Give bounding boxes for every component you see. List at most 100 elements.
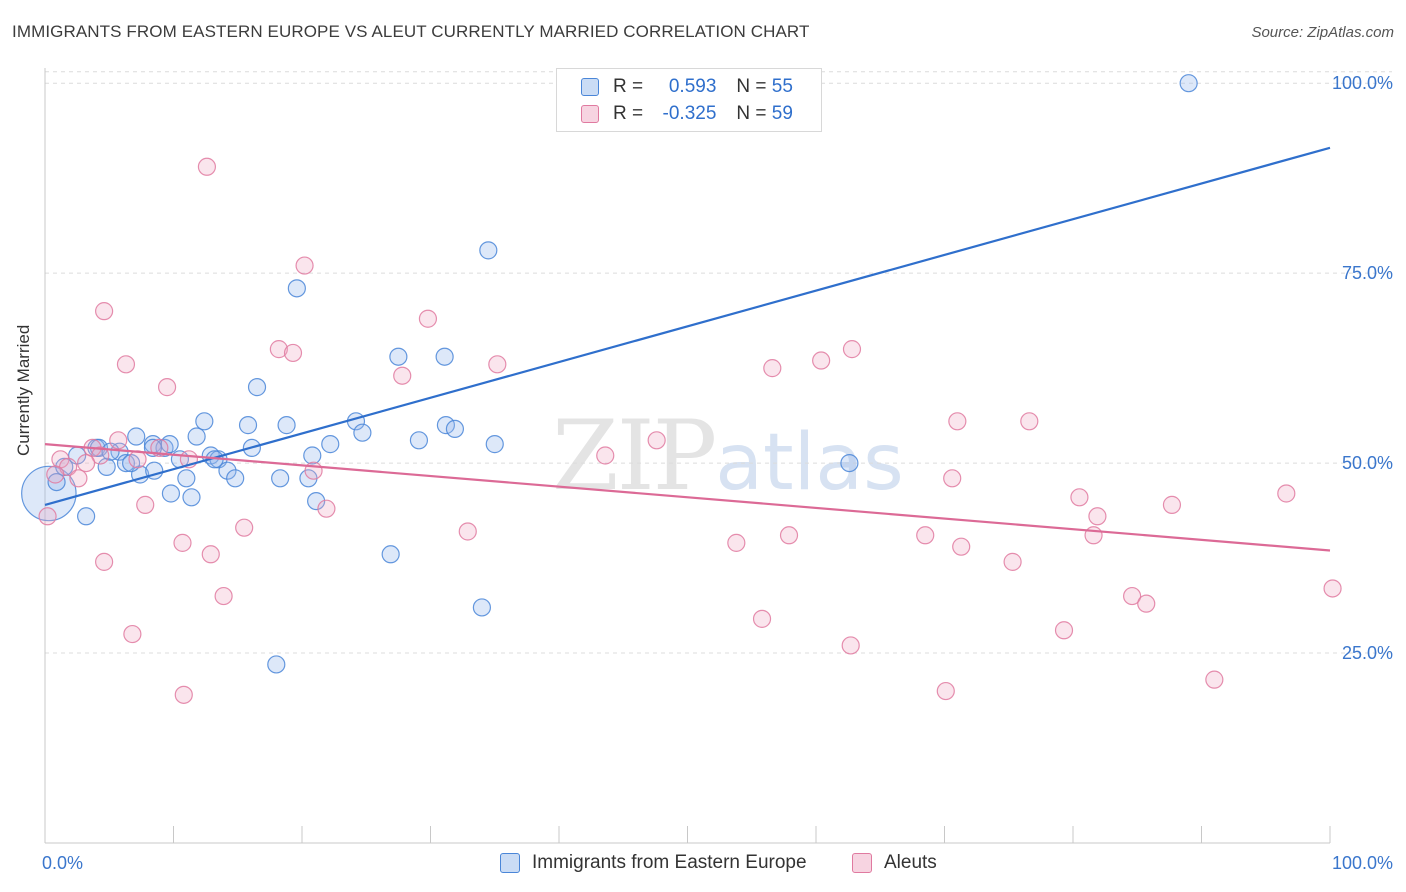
blue-swatch (500, 853, 520, 873)
n-value: 55 (771, 76, 793, 97)
immigrants-point (271, 469, 290, 488)
immigrants-point (445, 419, 465, 439)
aleut-point (779, 526, 799, 545)
aleut-point (1088, 507, 1107, 526)
immigrants-point (307, 491, 326, 511)
aleut-point (842, 340, 862, 359)
aleut-point (1123, 586, 1142, 606)
source-credit: Source: ZipAtlas.com (1251, 24, 1394, 41)
aleut-point (283, 343, 303, 363)
immigrants-point (47, 472, 66, 492)
aleut-point (948, 412, 967, 431)
stats-legend: R = 0.593 N = 55 R = -0.325 N = 59 (556, 68, 822, 132)
aleut-point (123, 624, 142, 644)
y-tick-label: 75.0% (1342, 263, 1393, 283)
aleut-point (77, 453, 96, 473)
aleut-point (116, 355, 136, 374)
immigrants-point (177, 469, 196, 488)
y-tick-label: 50.0% (1342, 453, 1393, 473)
immigrants-point (287, 279, 306, 298)
immigrants-point (436, 416, 456, 435)
immigrants-point (277, 416, 296, 435)
aleut-point (1162, 495, 1182, 514)
immigrants-point (472, 598, 491, 617)
legend-label: Aleuts (884, 852, 937, 873)
aleut-point (841, 636, 860, 655)
immigrants-point (1179, 74, 1198, 93)
aleut-point (936, 681, 955, 701)
aleut-point (1323, 579, 1342, 598)
aleut-point (752, 609, 772, 628)
immigrants-point (389, 347, 408, 366)
legend-item-aleuts: Aleuts (852, 852, 937, 874)
r-value: -0.325 (662, 103, 717, 124)
aleut-point (418, 309, 438, 328)
aleut-point (1070, 488, 1089, 507)
immigrants-point (485, 435, 504, 454)
aleut-point (393, 366, 412, 385)
x-tick-label: 0.0% (42, 853, 83, 873)
immigrants-point (226, 469, 245, 488)
aleut-point (46, 465, 65, 484)
blue-swatch (581, 78, 599, 96)
immigrants-point (195, 412, 214, 431)
aleut-point (269, 340, 288, 359)
aleut-point (727, 533, 746, 552)
immigrants-point (409, 431, 429, 450)
aleut-point (157, 378, 177, 397)
aleut-trendline (44, 443, 1331, 552)
immigrants-point (218, 461, 237, 480)
r-value: 0.593 (668, 76, 717, 97)
n-label: N = (736, 76, 767, 97)
immigrants-point (127, 427, 146, 446)
aleut-point (136, 495, 155, 514)
stats-legend-row-pink: R = -0.325 N = 59 (581, 102, 793, 126)
aleut-point (647, 431, 666, 450)
aleut-point (38, 507, 57, 526)
aleut-point (458, 522, 477, 541)
aleut-point (91, 446, 110, 465)
r-label: R = (613, 76, 644, 97)
stats-legend-row-blue: R = 0.593 N = 55 (581, 75, 793, 99)
aleut-point (1054, 621, 1074, 640)
aleut-point (1003, 552, 1022, 571)
immigrants-point (187, 427, 206, 446)
immigrants-point (840, 453, 859, 473)
aleut-point (69, 469, 88, 488)
chart-title: IMMIGRANTS FROM EASTERN EUROPE VS ALEUT … (12, 22, 810, 41)
aleut-point (197, 157, 217, 176)
immigrants-point (353, 423, 372, 442)
immigrants-point (435, 347, 454, 366)
aleut-point (214, 586, 233, 606)
immigrants-point (97, 457, 116, 476)
x-tick-label: 100.0% (1332, 853, 1393, 873)
aleut-point (235, 518, 254, 537)
aleut-point (1020, 412, 1039, 431)
aleut-point (943, 469, 962, 488)
y-tick-label: 100.0% (1332, 73, 1393, 93)
aleut-point (596, 446, 615, 465)
legend-label: Immigrants from Eastern Europe (532, 852, 807, 873)
aleut-point (763, 359, 782, 378)
aleut-point (201, 545, 220, 564)
aleut-point (174, 685, 193, 704)
aleut-point (317, 499, 336, 518)
immigrants-point (116, 453, 136, 473)
aleut-point (488, 355, 507, 374)
aleut-point (1277, 484, 1296, 503)
pink-swatch (581, 105, 599, 123)
legend-item-immigrants: Immigrants from Eastern Europe (500, 852, 807, 874)
aleut-point (95, 552, 114, 571)
n-label: N = (736, 103, 767, 124)
aleut-point (95, 302, 114, 321)
immigrants-point (381, 545, 400, 564)
immigrants-point (238, 416, 258, 435)
aleut-point (1137, 594, 1156, 613)
r-label: R = (613, 103, 644, 124)
aleut-point (173, 533, 192, 552)
immigrants-trendline (44, 146, 1331, 506)
aleut-point (295, 256, 314, 275)
pink-swatch (852, 853, 872, 873)
y-tick-label: 25.0% (1342, 643, 1393, 663)
